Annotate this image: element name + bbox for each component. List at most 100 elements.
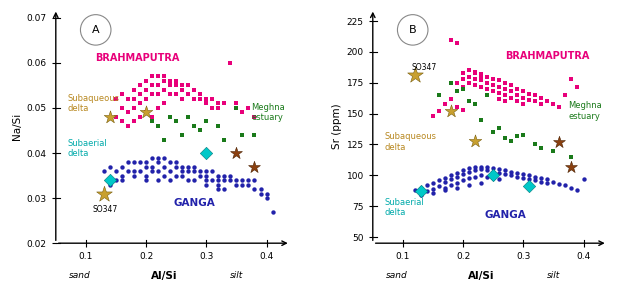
Point (452, 180, 462, 185)
Point (129, 173, 139, 178)
Point (542, 180, 552, 185)
Point (446, 96, 456, 101)
Text: Subaqueous
delta: Subaqueous delta (68, 94, 120, 113)
Point (147, 74, 157, 79)
Point (572, 84, 582, 89)
Point (494, 84, 504, 89)
Point (440, 179, 450, 184)
Point (135, 83, 145, 88)
Point (470, 101, 480, 106)
Point (249, 115, 259, 119)
Point (237, 178, 247, 183)
Point (141, 110, 151, 115)
Point (153, 92, 163, 97)
Point (494, 90, 504, 95)
Point (525, 173, 534, 178)
Point (147, 119, 157, 124)
Point (410, 73, 420, 78)
Point (446, 177, 456, 181)
Point (458, 71, 468, 75)
Point (231, 101, 241, 106)
Point (171, 160, 181, 164)
Text: GANGA: GANGA (484, 210, 526, 220)
Point (525, 177, 534, 181)
Point (202, 169, 211, 173)
Point (549, 101, 559, 106)
Point (231, 178, 241, 183)
Point (262, 191, 272, 196)
Point (500, 172, 510, 176)
Point (105, 178, 115, 183)
Point (536, 101, 546, 106)
Point (440, 101, 450, 106)
Point (446, 109, 456, 113)
Point (141, 97, 151, 101)
Point (458, 108, 468, 112)
Point (171, 92, 181, 97)
Point (141, 88, 151, 92)
Point (111, 97, 121, 101)
Point (184, 178, 193, 183)
Point (207, 105, 217, 110)
Point (226, 61, 236, 65)
Point (117, 173, 127, 178)
Point (207, 169, 217, 173)
Point (536, 176, 546, 180)
Point (184, 92, 193, 97)
Point (166, 92, 175, 97)
Point (129, 169, 139, 173)
Point (440, 176, 450, 180)
Point (452, 81, 462, 85)
Text: silt: silt (547, 271, 560, 280)
Point (518, 172, 528, 176)
Point (470, 164, 480, 169)
Point (195, 97, 205, 101)
Point (153, 105, 163, 110)
Point (536, 146, 546, 151)
Point (470, 174, 480, 179)
Point (452, 41, 462, 46)
Point (494, 177, 504, 181)
Point (135, 101, 145, 106)
Point (135, 160, 145, 164)
Point (159, 164, 169, 169)
Point (464, 99, 474, 104)
Point (202, 182, 211, 187)
Point (147, 164, 157, 169)
Point (159, 88, 169, 92)
Point (494, 96, 504, 101)
Point (219, 137, 229, 142)
Point (159, 74, 169, 79)
Point (213, 101, 223, 106)
Point (488, 173, 498, 178)
Point (488, 130, 498, 134)
Point (207, 178, 217, 183)
Point (111, 169, 121, 173)
Point (177, 173, 187, 178)
Point (213, 173, 223, 178)
Point (476, 117, 486, 122)
Point (416, 193, 426, 197)
Point (476, 173, 486, 178)
Point (482, 74, 492, 79)
Point (567, 164, 577, 169)
Point (525, 92, 534, 96)
Point (213, 178, 223, 183)
Point (464, 74, 474, 79)
Point (213, 182, 223, 187)
Point (464, 176, 474, 180)
Point (99, 169, 109, 173)
Point (512, 87, 522, 91)
Text: Al/Si: Al/Si (151, 271, 177, 281)
Point (184, 169, 193, 173)
Point (231, 105, 241, 110)
Point (159, 101, 169, 106)
Point (135, 169, 145, 173)
Point (255, 187, 265, 191)
Point (147, 115, 157, 119)
Point (482, 81, 492, 85)
Point (141, 79, 151, 83)
Text: SO347: SO347 (92, 205, 118, 214)
Point (500, 136, 510, 141)
Text: B: B (409, 25, 417, 35)
